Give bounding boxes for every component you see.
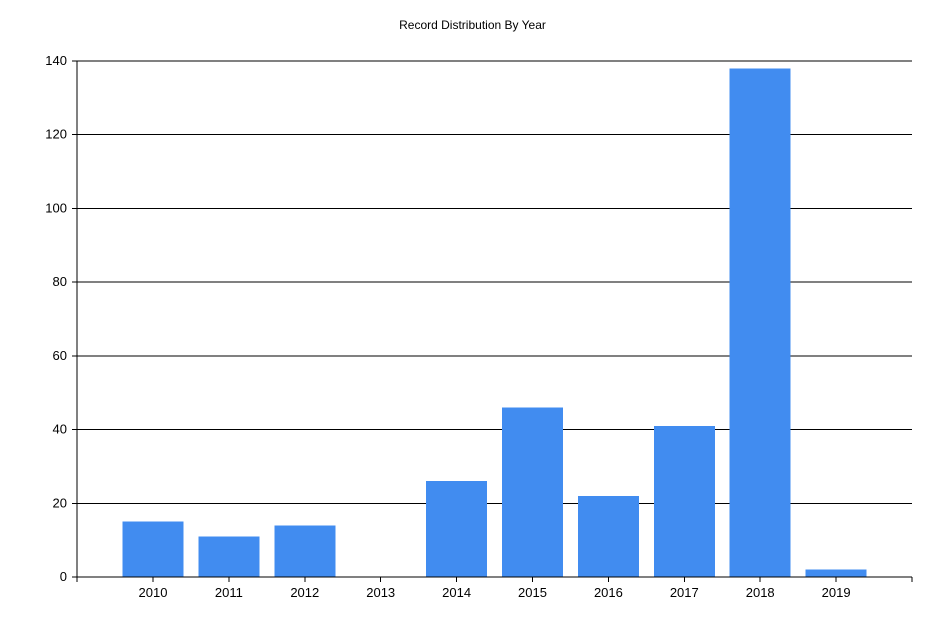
bar-2018 bbox=[729, 68, 791, 577]
x-tick-label: 2018 bbox=[746, 585, 775, 600]
x-tick-label: 2015 bbox=[518, 585, 547, 600]
bar-2010 bbox=[122, 521, 184, 577]
bar-2017 bbox=[653, 425, 715, 577]
bar-2015 bbox=[502, 407, 563, 577]
bar-2012 bbox=[274, 525, 336, 577]
x-tick-label: 2019 bbox=[822, 585, 851, 600]
y-tick-label: 40 bbox=[53, 422, 67, 437]
bar-2014 bbox=[426, 481, 488, 577]
y-tick-label: 120 bbox=[45, 127, 67, 142]
bar-2019 bbox=[805, 569, 867, 577]
y-tick-label: 20 bbox=[53, 495, 67, 510]
x-tick-label: 2010 bbox=[139, 585, 168, 600]
y-tick-label: 80 bbox=[53, 274, 67, 289]
x-tick-label: 2017 bbox=[670, 585, 699, 600]
x-tick-label: 2012 bbox=[290, 585, 319, 600]
x-tick-label: 2011 bbox=[215, 585, 243, 600]
bar-2011 bbox=[198, 536, 260, 577]
chart-title: Record Distribution By Year bbox=[399, 18, 546, 32]
x-tick-label: 2014 bbox=[442, 585, 471, 600]
bar-2016 bbox=[577, 495, 639, 577]
x-tick-label: 2016 bbox=[594, 585, 623, 600]
y-tick-label: 140 bbox=[45, 53, 67, 68]
y-tick-label: 100 bbox=[45, 200, 67, 215]
y-tick-label: 60 bbox=[53, 348, 67, 363]
y-tick-label: 0 bbox=[60, 569, 67, 584]
x-tick-label: 2013 bbox=[366, 585, 395, 600]
